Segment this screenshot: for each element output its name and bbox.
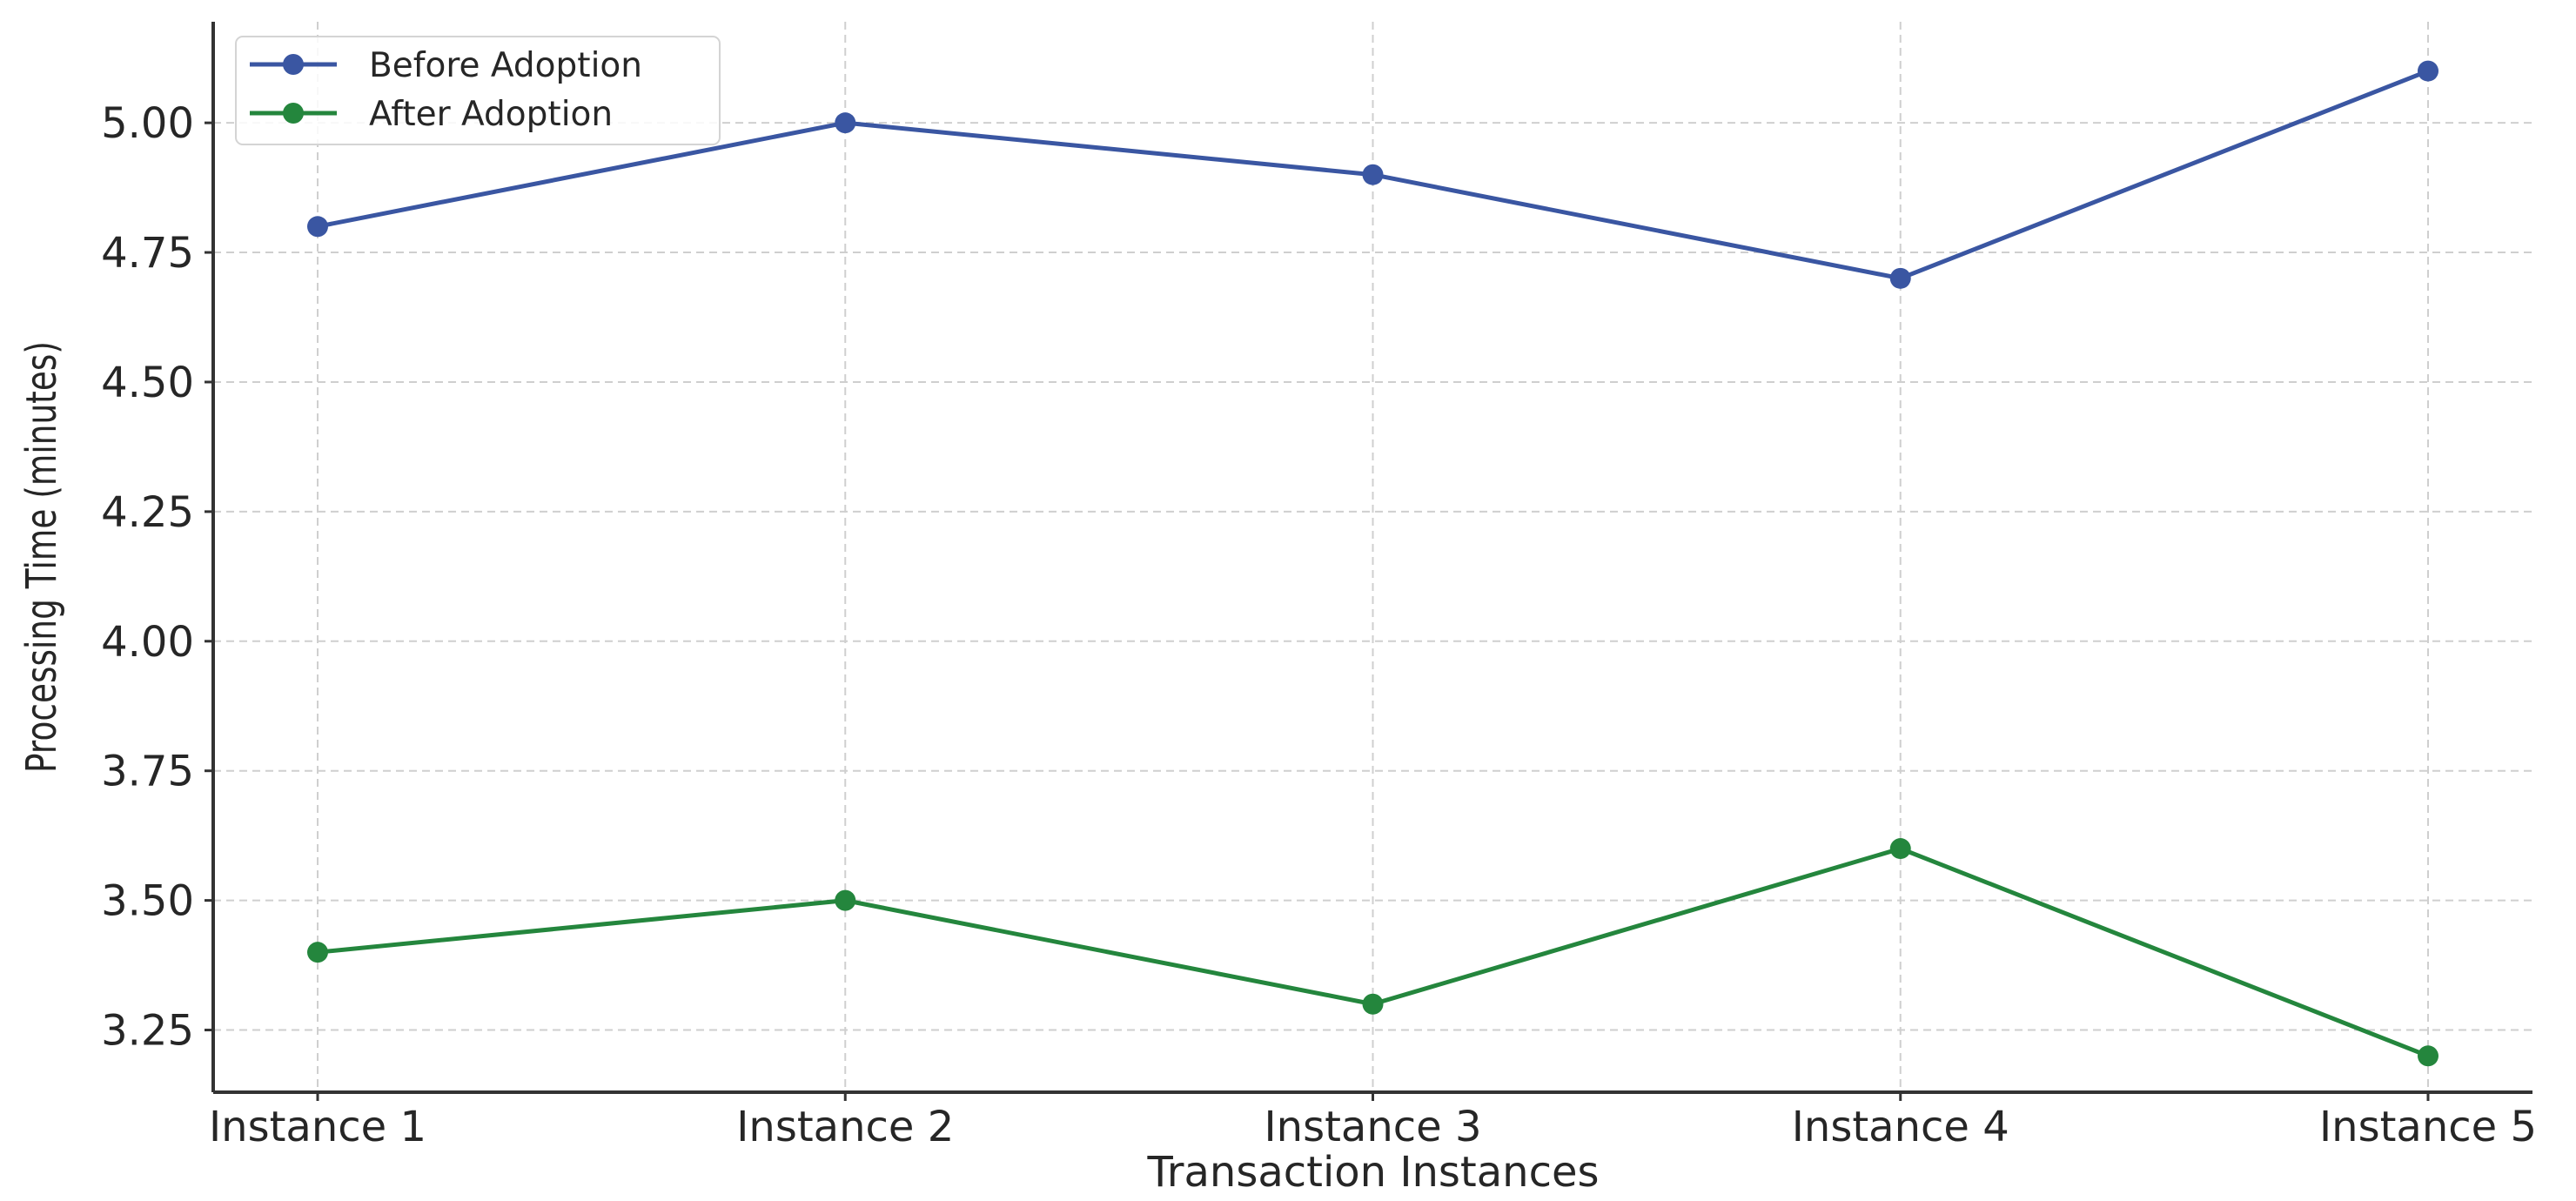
y-tick-label: 5.00 — [101, 99, 194, 148]
x-tick-label: Instance 4 — [1792, 1103, 2009, 1151]
x-tick-label: Instance 5 — [2319, 1103, 2537, 1151]
y-axis-title: Processing Time (minutes) — [18, 341, 67, 773]
y-tick-label: 4.75 — [101, 229, 194, 278]
y-tick-label: 4.25 — [101, 488, 194, 537]
data-point-after-adoption — [307, 942, 328, 963]
series-before-adoption — [307, 60, 2438, 289]
legend: Before Adoption After Adoption — [235, 36, 721, 145]
legend-label-before: Before Adoption — [369, 46, 642, 85]
x-tick-label: Instance 1 — [209, 1103, 426, 1151]
data-point-after-adoption — [1889, 838, 1911, 860]
legend-box — [235, 36, 721, 145]
legend-marker-after — [283, 103, 304, 124]
x-axis-title: Transaction Instances — [1146, 1148, 1599, 1197]
x-tick-label: Instance 2 — [736, 1103, 954, 1151]
data-point-before-adoption — [1889, 267, 1911, 289]
x-tick-label: Instance 3 — [1265, 1103, 1482, 1151]
series — [307, 60, 2438, 1067]
grid — [213, 22, 2532, 1092]
y-tick-label: 3.25 — [101, 1007, 194, 1056]
data-point-before-adoption — [1362, 164, 1384, 185]
legend-label-after: After Adoption — [369, 95, 613, 134]
data-point-before-adoption — [835, 112, 856, 134]
data-point-before-adoption — [2418, 60, 2438, 82]
y-tick-label: 4.00 — [101, 618, 194, 667]
series-after-adoption — [307, 838, 2438, 1067]
legend-marker-before — [283, 54, 304, 75]
y-tick-label: 3.50 — [101, 877, 194, 926]
data-point-before-adoption — [307, 216, 328, 238]
tick-labels: Instance 1 Instance 2 Instance 3 Instance 4… — [101, 99, 2537, 1151]
data-point-after-adoption — [1362, 993, 1384, 1015]
y-tick-label: 4.50 — [101, 359, 194, 407]
data-point-after-adoption — [2418, 1045, 2438, 1067]
data-point-after-adoption — [835, 889, 856, 911]
y-tick-label: 3.75 — [101, 748, 194, 796]
